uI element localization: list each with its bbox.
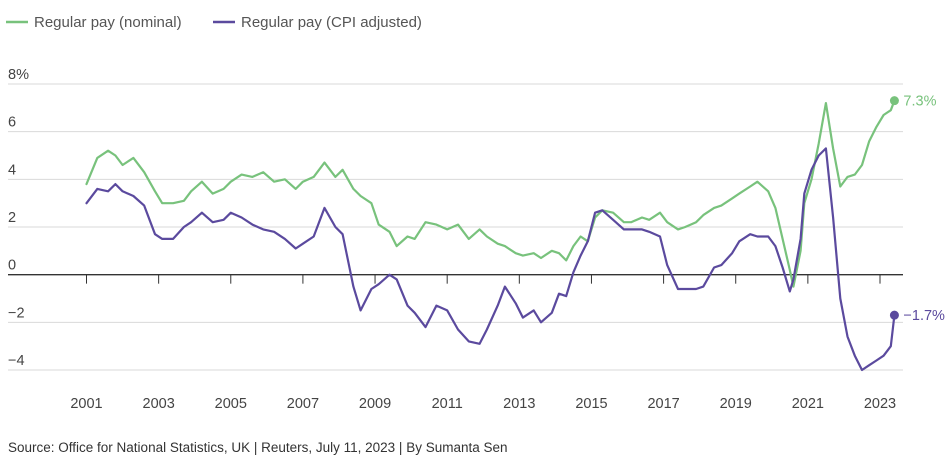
end-label-nominal: 7.3%: [903, 94, 936, 110]
x-tick-label: 2007: [287, 396, 319, 412]
series-line-cpi-adjusted: [85, 147, 896, 372]
source-credit: Source: Office for National Statistics, …: [8, 440, 508, 455]
x-tick-label: 2001: [70, 396, 102, 412]
y-tick-label: −2: [8, 305, 25, 321]
x-tick-label: 2023: [864, 396, 896, 412]
series-line-nominal: [85, 99, 896, 288]
x-tick-label: 2003: [143, 396, 175, 412]
y-tick-label: 2: [8, 210, 16, 226]
y-tick-label: −4: [8, 353, 25, 369]
x-tick-label: 2005: [215, 396, 247, 412]
x-tick-label: 2021: [792, 396, 824, 412]
end-label-cpi-adjusted: −1.7%: [903, 308, 945, 324]
x-tick-label: 2013: [503, 396, 535, 412]
end-dot-cpi-adjusted: [889, 310, 899, 320]
x-tick-label: 2019: [720, 396, 752, 412]
x-tick-label: 2015: [575, 396, 607, 412]
y-tick-label: 8%: [8, 67, 29, 83]
x-tick-label: 2011: [432, 396, 463, 412]
legend-label-nominal: Regular pay (nominal): [34, 14, 182, 31]
x-tick-label: 2017: [647, 396, 679, 412]
y-tick-label: 4: [8, 162, 16, 178]
y-tick-label: 6: [8, 115, 16, 131]
end-dot-nominal: [889, 96, 899, 106]
x-axis-tick-labels: 2001 2003 2005 2007 2009 2011 2013 2015 2017 2019…: [70, 274, 896, 412]
y-axis-tick-labels: 8% 6 4 2 0 −2 −4: [8, 67, 29, 369]
gridlines: [8, 83, 903, 371]
legend-label-cpi-adjusted: Regular pay (CPI adjusted): [241, 14, 422, 31]
chart-legend: Regular pay (nominal) Regular pay (CPI a…: [6, 14, 422, 31]
x-tick-label: 2009: [359, 396, 391, 412]
y-tick-label: 0: [8, 258, 16, 274]
series-lines: [85, 99, 896, 372]
end-markers: 7.3% −1.7%: [889, 94, 945, 324]
